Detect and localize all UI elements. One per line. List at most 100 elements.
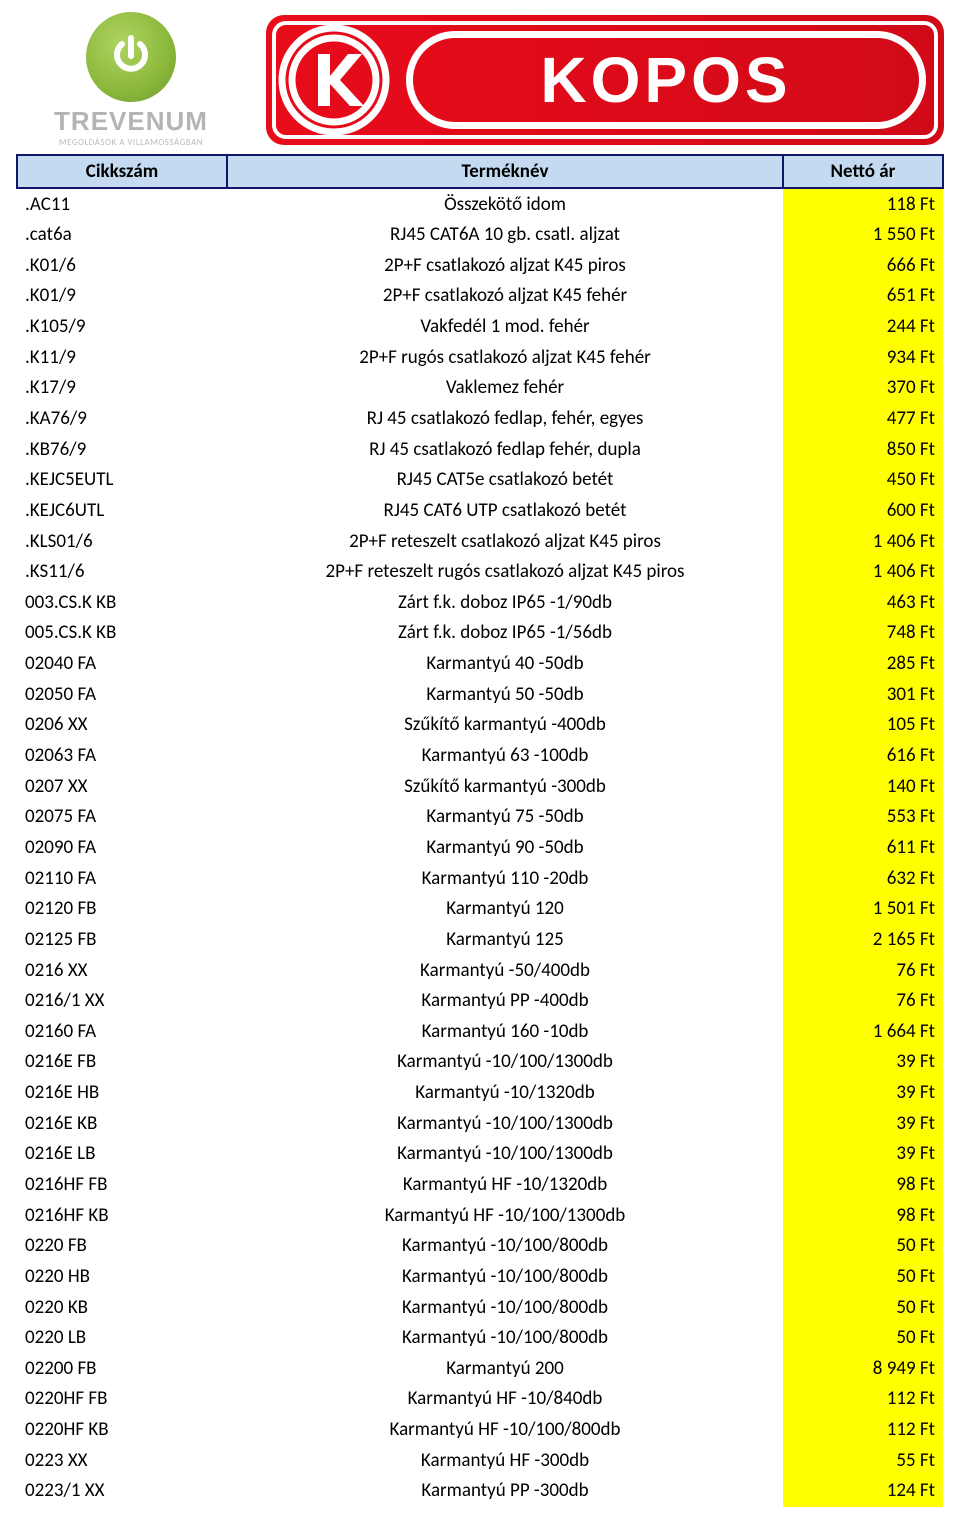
cell-name: Karmantyú 120 [227,894,783,925]
cell-name: Karmantyú -10/100/800db [227,1261,783,1292]
table-row: 0220 HBKarmantyú -10/100/800db50 Ft [17,1261,943,1292]
cell-code: .cat6a [17,220,227,251]
table-row: 02090 FAKarmantyú 90 -50db611 Ft [17,832,943,863]
cell-code: 0216 XX [17,955,227,986]
header-price: Nettó ár [783,155,943,188]
header-code: Cikkszám [17,155,227,188]
cell-name: 2P+F csatlakozó aljzat K45 piros [227,250,783,281]
table-row: 0220HF KBKarmantyú HF -10/100/800db112 F… [17,1415,943,1446]
cell-price: 1 664 Ft [783,1016,943,1047]
cell-price: 244 Ft [783,312,943,343]
cell-name: RJ 45 csatlakozó fedlap, fehér, egyes [227,403,783,434]
cell-name: Szűkítő karmantyú -400db [227,710,783,741]
cell-name: Karmantyú 110 -20db [227,863,783,894]
cell-price: 611 Ft [783,832,943,863]
cell-price: 666 Ft [783,250,943,281]
cell-code: 0220HF FB [17,1384,227,1415]
table-row: 0216E FBKarmantyú -10/100/1300db39 Ft [17,1047,943,1078]
table-row: 0220 KBKarmantyú -10/100/800db50 Ft [17,1292,943,1323]
cell-code: 02110 FA [17,863,227,894]
table-row: 0207 XXSzűkítő karmantyú -300db140 Ft [17,771,943,802]
cell-price: 76 Ft [783,986,943,1017]
power-icon [86,12,176,102]
cell-code: 003.CS.K KB [17,587,227,618]
cell-price: 112 Ft [783,1384,943,1415]
table-header-row: Cikkszám Terméknév Nettó ár [17,155,943,188]
cell-name: Karmantyú -50/400db [227,955,783,986]
header-name: Terméknév [227,155,783,188]
cell-code: 0216E FB [17,1047,227,1078]
cell-name: Zárt f.k. doboz IP65 -1/90db [227,587,783,618]
kopos-k-icon [278,24,390,136]
cell-price: 112 Ft [783,1415,943,1446]
cell-price: 553 Ft [783,802,943,833]
cell-price: 39 Ft [783,1047,943,1078]
table-row: 02125 FBKarmantyú 1252 165 Ft [17,924,943,955]
cell-name: Karmantyú -10/100/1300db [227,1139,783,1170]
cell-name: Vaklemez fehér [227,373,783,404]
cell-price: 105 Ft [783,710,943,741]
cell-code: .KA76/9 [17,403,227,434]
cell-price: 1 406 Ft [783,526,943,557]
table-row: 0206 XXSzűkítő karmantyú -400db105 Ft [17,710,943,741]
cell-code: 02160 FA [17,1016,227,1047]
table-body: .AC11Összekötő idom118 Ft.cat6aRJ45 CAT6… [17,188,943,1507]
cell-code: .K105/9 [17,312,227,343]
cell-price: 370 Ft [783,373,943,404]
table-row: 02110 FAKarmantyú 110 -20db632 Ft [17,863,943,894]
cell-name: RJ45 CAT6A 10 gb. csatl. aljzat [227,220,783,251]
table-row: .K01/92P+F csatlakozó aljzat K45 fehér65… [17,281,943,312]
cell-price: 2 165 Ft [783,924,943,955]
cell-code: 0216E KB [17,1108,227,1139]
cell-code: 02090 FA [17,832,227,863]
cell-name: Karmantyú 200 [227,1353,783,1384]
cell-code: 02040 FA [17,649,227,680]
table-row: .KB76/9RJ 45 csatlakozó fedlap fehér, du… [17,434,943,465]
cell-price: 50 Ft [783,1323,943,1354]
cell-code: 02125 FB [17,924,227,955]
cell-name: Karmantyú HF -10/1320db [227,1170,783,1201]
table-row: 0216HF KBKarmantyú HF -10/100/1300db98 F… [17,1200,943,1231]
cell-code: 02063 FA [17,741,227,772]
cell-code: 02120 FB [17,894,227,925]
cell-code: .KEJC6UTL [17,495,227,526]
cell-code: 0220 FB [17,1231,227,1262]
cell-price: 98 Ft [783,1170,943,1201]
cell-name: Zárt f.k. doboz IP65 -1/56db [227,618,783,649]
cell-price: 463 Ft [783,587,943,618]
cell-code: 0220 KB [17,1292,227,1323]
table-row: .KS11/62P+F reteszelt rugós csatlakozó a… [17,557,943,588]
cell-code: .KB76/9 [17,434,227,465]
cell-price: 39 Ft [783,1078,943,1109]
cell-price: 477 Ft [783,403,943,434]
table-row: 0220 FBKarmantyú -10/100/800db50 Ft [17,1231,943,1262]
cell-price: 934 Ft [783,342,943,373]
table-row: .cat6aRJ45 CAT6A 10 gb. csatl. aljzat1 5… [17,220,943,251]
cell-name: Karmantyú -10/100/800db [227,1292,783,1323]
cell-code: 0223/1 XX [17,1476,227,1507]
table-row: 02050 FAKarmantyú 50 -50db301 Ft [17,679,943,710]
table-row: 0220HF FBKarmantyú HF -10/840db112 Ft [17,1384,943,1415]
cell-name: Karmantyú 160 -10db [227,1016,783,1047]
cell-code: 0216E LB [17,1139,227,1170]
kopos-logo: KOPOS [266,15,944,145]
table-row: .K01/62P+F csatlakozó aljzat K45 piros66… [17,250,943,281]
table-row: 02075 FAKarmantyú 75 -50db553 Ft [17,802,943,833]
cell-price: 140 Ft [783,771,943,802]
cell-price: 450 Ft [783,465,943,496]
cell-name: Karmantyú 75 -50db [227,802,783,833]
cell-price: 1 550 Ft [783,220,943,251]
cell-name: Szűkítő karmantyú -300db [227,771,783,802]
cell-name: Összekötő idom [227,188,783,220]
cell-code: 02050 FA [17,679,227,710]
cell-price: 76 Ft [783,955,943,986]
cell-name: Karmantyú -10/1320db [227,1078,783,1109]
cell-name: 2P+F reteszelt rugós csatlakozó aljzat K… [227,557,783,588]
cell-name: Karmantyú HF -300db [227,1445,783,1476]
cell-price: 39 Ft [783,1139,943,1170]
cell-name: Karmantyú 125 [227,924,783,955]
trevenum-sub: MEGOLDÁSOK A VILLAMOSSÁGBAN [59,137,203,148]
cell-price: 118 Ft [783,188,943,220]
cell-name: Vakfedél 1 mod. fehér [227,312,783,343]
cell-price: 124 Ft [783,1476,943,1507]
